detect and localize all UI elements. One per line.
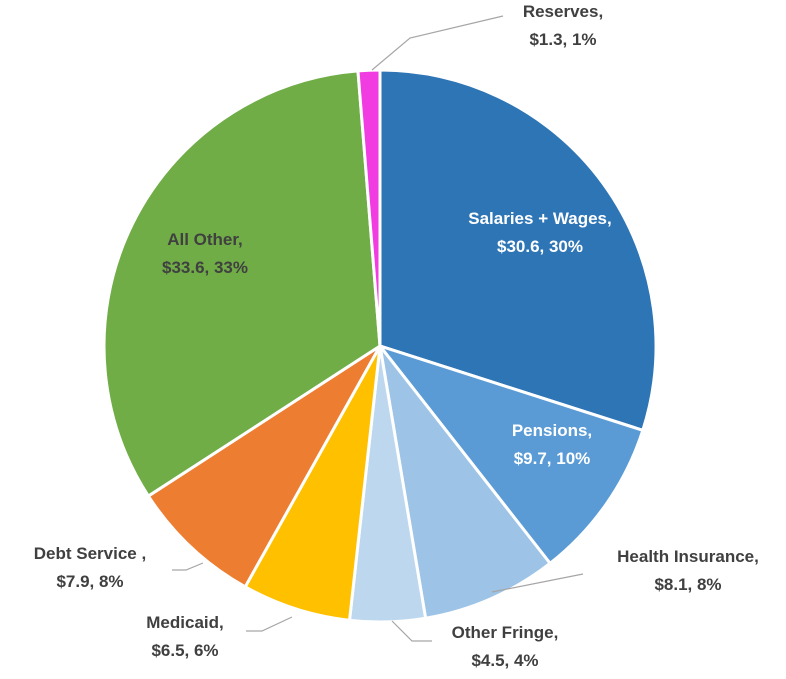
pie-slice (378, 345, 553, 620)
data-label: Medicaid, $6.5, 6% (146, 613, 223, 660)
pie-slice (146, 344, 382, 589)
data-label-value: $8.1, 8% (654, 575, 721, 594)
data-label-category: Pensions, (512, 421, 592, 440)
data-label-category: Debt Service , (34, 544, 146, 563)
data-label: Health Insurance, $8.1, 8% (617, 547, 759, 594)
data-label-category: All Other, (167, 230, 243, 249)
data-label-category: Salaries + Wages, (468, 209, 611, 228)
data-label-value: $30.6, 30% (497, 237, 583, 256)
data-label-category: Reserves, (523, 2, 603, 21)
pie-slice (378, 68, 658, 433)
leader-line (391, 620, 432, 642)
data-label-value: $9.7, 10% (514, 449, 591, 468)
data-label: Salaries + Wages, $30.6, 30% (468, 209, 611, 256)
data-label: Reserves, $1.3, 1% (523, 2, 603, 49)
data-label-value: $1.3, 1% (529, 30, 596, 49)
leader-line (246, 616, 293, 632)
leader-line (172, 562, 204, 571)
data-label-category: Other Fringe, (452, 623, 559, 642)
data-label: Other Fringe, $4.5, 4% (452, 623, 559, 670)
slices (102, 68, 658, 624)
data-label-value: $6.5, 6% (151, 641, 218, 660)
data-label-value: $33.6, 33% (162, 258, 248, 277)
data-label-value: $4.5, 4% (471, 651, 538, 670)
data-label-category: Health Insurance, (617, 547, 759, 566)
data-label: Pensions, $9.7, 10% (512, 421, 592, 468)
data-label-category: Medicaid, (146, 613, 223, 632)
leader-line (491, 573, 584, 593)
pie-slice (102, 69, 382, 499)
data-label-value: $7.9, 8% (56, 572, 123, 591)
leader-lines (172, 15, 584, 642)
data-label: All Other, $33.6, 33% (162, 230, 248, 277)
pie-slice (356, 68, 382, 347)
leader-line (371, 15, 504, 71)
pie-slice (375, 343, 645, 566)
data-label: Debt Service , $7.9, 8% (34, 544, 146, 591)
